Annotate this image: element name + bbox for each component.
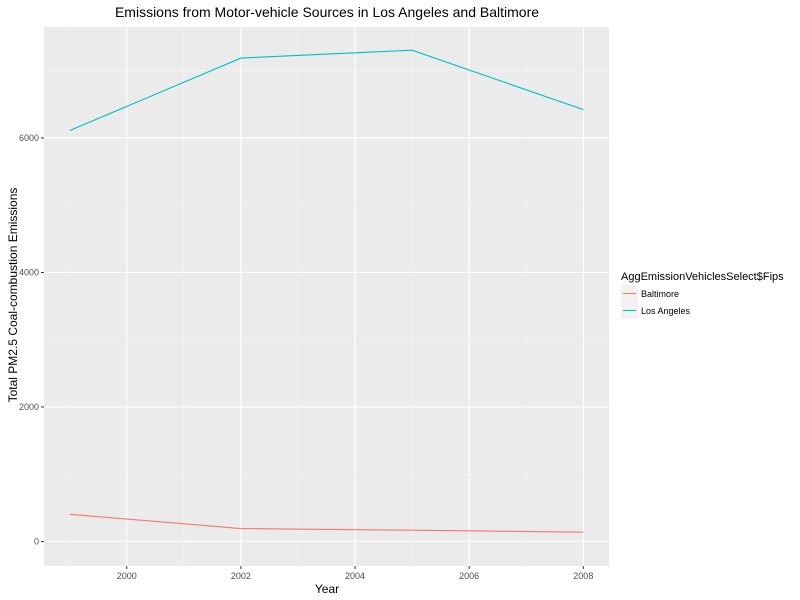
x-tick-label: 2002 <box>231 571 251 581</box>
legend: AggEmissionVehiclesSelect$Fips Baltimore… <box>621 271 784 319</box>
y-axis: 0 2000 4000 6000 <box>19 133 44 546</box>
y-tick-label: 6000 <box>19 133 39 143</box>
series-line-baltimore <box>69 513 584 533</box>
legend-label-los-angeles: Los Angeles <box>641 306 691 316</box>
legend-items: Baltimore Los Angeles <box>621 285 691 319</box>
x-axis: 2000 2002 2004 2006 2008 <box>117 566 593 581</box>
x-tick-label: 2006 <box>459 571 479 581</box>
y-axis-title: Total PM2.5 Coal-combustion Emissions <box>6 188 20 403</box>
series-line-los-angeles <box>69 49 584 132</box>
x-tick-label: 2004 <box>345 571 365 581</box>
y-tick-label: 2000 <box>19 402 39 412</box>
grid-minor <box>44 27 609 566</box>
legend-label-baltimore: Baltimore <box>641 289 679 299</box>
y-tick-label: 0 <box>34 536 39 546</box>
grid-major <box>44 27 609 566</box>
chart-title: Emissions from Motor-vehicle Sources in … <box>115 4 539 20</box>
x-tick-label: 2000 <box>117 571 137 581</box>
x-axis-title: Year <box>315 582 339 596</box>
series-lines <box>69 49 584 533</box>
x-tick-label: 2008 <box>573 571 593 581</box>
legend-title: AggEmissionVehiclesSelect$Fips <box>621 271 784 283</box>
plot-panel <box>44 27 609 566</box>
y-tick-label: 4000 <box>19 267 39 277</box>
